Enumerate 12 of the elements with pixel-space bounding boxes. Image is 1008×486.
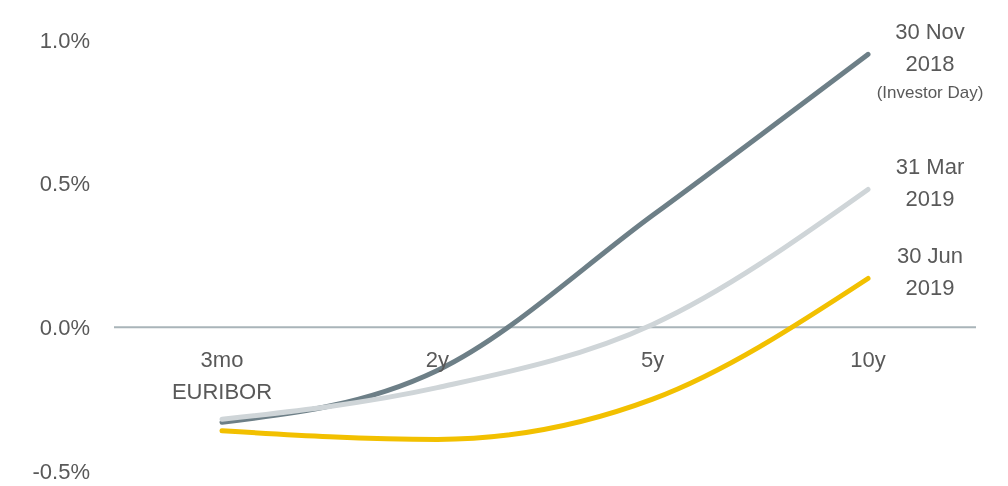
x-tick-label: 10y — [850, 347, 886, 373]
y-tick-label: 0.5% — [39, 171, 90, 197]
series-label: 31 Mar 2019 — [895, 154, 965, 212]
x-tick-label: 5y — [641, 347, 665, 373]
y-tick-label: 0.0% — [39, 315, 90, 341]
y-tick-label: -0.5% — [32, 458, 90, 484]
series-label: 30 Jun 2019 — [896, 243, 964, 301]
x-tick-label: 2y — [425, 347, 449, 373]
series-label: 30 Nov 2018 — [895, 19, 965, 77]
x-tick-label: 3mo EURIBOR — [171, 347, 273, 405]
annotation: (Investor Day) — [876, 83, 984, 103]
y-tick-label: 1.0% — [39, 27, 90, 53]
